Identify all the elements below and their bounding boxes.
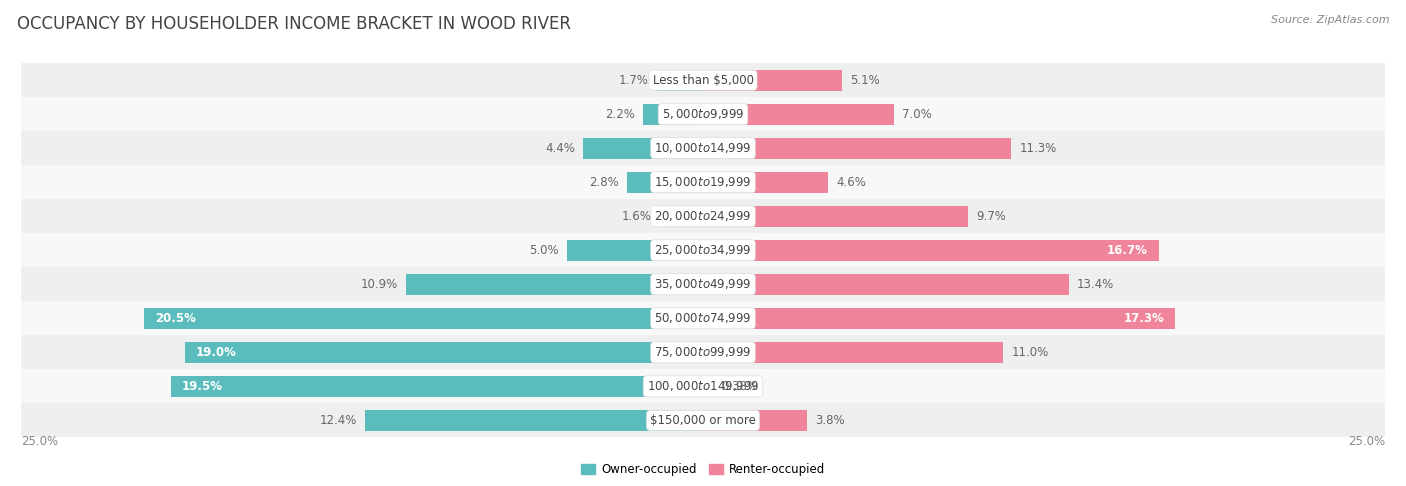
Text: 1.6%: 1.6% bbox=[621, 210, 651, 223]
Text: $15,000 to $19,999: $15,000 to $19,999 bbox=[654, 175, 752, 189]
Text: $75,000 to $99,999: $75,000 to $99,999 bbox=[654, 346, 752, 359]
Text: Source: ZipAtlas.com: Source: ZipAtlas.com bbox=[1271, 15, 1389, 25]
Text: 19.5%: 19.5% bbox=[181, 380, 224, 393]
Bar bbox=[657, 69, 703, 91]
Bar bbox=[21, 199, 1385, 233]
Bar bbox=[21, 335, 1385, 369]
Bar bbox=[703, 342, 1002, 363]
Text: 17.3%: 17.3% bbox=[1123, 312, 1164, 325]
Bar bbox=[703, 376, 713, 397]
Text: $50,000 to $74,999: $50,000 to $74,999 bbox=[654, 312, 752, 325]
Bar bbox=[21, 301, 1385, 335]
Text: 3.8%: 3.8% bbox=[815, 414, 845, 427]
Bar bbox=[21, 131, 1385, 165]
Text: $5,000 to $9,999: $5,000 to $9,999 bbox=[662, 107, 744, 121]
Text: Less than $5,000: Less than $5,000 bbox=[652, 74, 754, 87]
Bar bbox=[703, 308, 1175, 329]
Bar bbox=[172, 376, 703, 397]
Bar bbox=[627, 172, 703, 193]
Bar bbox=[703, 206, 967, 227]
Text: 5.1%: 5.1% bbox=[851, 74, 880, 87]
Bar bbox=[567, 240, 703, 261]
Text: $20,000 to $24,999: $20,000 to $24,999 bbox=[654, 209, 752, 223]
Text: OCCUPANCY BY HOUSEHOLDER INCOME BRACKET IN WOOD RIVER: OCCUPANCY BY HOUSEHOLDER INCOME BRACKET … bbox=[17, 15, 571, 33]
Text: $100,000 to $149,999: $100,000 to $149,999 bbox=[647, 380, 759, 393]
Bar bbox=[21, 97, 1385, 131]
Text: 2.8%: 2.8% bbox=[589, 176, 619, 189]
Text: 12.4%: 12.4% bbox=[319, 414, 357, 427]
Text: 7.0%: 7.0% bbox=[903, 108, 932, 121]
Bar bbox=[659, 206, 703, 227]
Bar bbox=[21, 165, 1385, 199]
Text: $25,000 to $34,999: $25,000 to $34,999 bbox=[654, 243, 752, 257]
Bar bbox=[703, 69, 842, 91]
Bar bbox=[703, 172, 828, 193]
Bar bbox=[703, 410, 807, 431]
Bar bbox=[364, 410, 703, 431]
Text: 1.7%: 1.7% bbox=[619, 74, 648, 87]
Bar bbox=[643, 104, 703, 125]
Text: 25.0%: 25.0% bbox=[1348, 434, 1385, 448]
Bar bbox=[583, 138, 703, 159]
Text: $150,000 or more: $150,000 or more bbox=[650, 414, 756, 427]
Text: 4.4%: 4.4% bbox=[546, 142, 575, 155]
Text: 16.7%: 16.7% bbox=[1107, 244, 1147, 257]
Legend: Owner-occupied, Renter-occupied: Owner-occupied, Renter-occupied bbox=[581, 464, 825, 476]
Bar bbox=[184, 342, 703, 363]
Text: 10.9%: 10.9% bbox=[360, 278, 398, 291]
Bar bbox=[21, 63, 1385, 97]
Text: $35,000 to $49,999: $35,000 to $49,999 bbox=[654, 278, 752, 291]
Bar bbox=[406, 274, 703, 295]
Bar bbox=[21, 403, 1385, 437]
Bar bbox=[703, 138, 1011, 159]
Text: $10,000 to $14,999: $10,000 to $14,999 bbox=[654, 141, 752, 155]
Text: 20.5%: 20.5% bbox=[155, 312, 195, 325]
Text: 11.3%: 11.3% bbox=[1019, 142, 1057, 155]
Bar bbox=[21, 233, 1385, 267]
Bar bbox=[143, 308, 703, 329]
Text: 0.38%: 0.38% bbox=[721, 380, 759, 393]
Text: 11.0%: 11.0% bbox=[1011, 346, 1049, 359]
Text: 19.0%: 19.0% bbox=[195, 346, 236, 359]
Text: 9.7%: 9.7% bbox=[976, 210, 1005, 223]
Bar bbox=[703, 274, 1069, 295]
Text: 5.0%: 5.0% bbox=[529, 244, 558, 257]
Bar bbox=[703, 240, 1159, 261]
Bar bbox=[21, 267, 1385, 301]
Text: 13.4%: 13.4% bbox=[1077, 278, 1114, 291]
Text: 2.2%: 2.2% bbox=[605, 108, 636, 121]
Text: 25.0%: 25.0% bbox=[21, 434, 58, 448]
Text: 4.6%: 4.6% bbox=[837, 176, 866, 189]
Bar bbox=[21, 369, 1385, 403]
Bar bbox=[703, 104, 894, 125]
